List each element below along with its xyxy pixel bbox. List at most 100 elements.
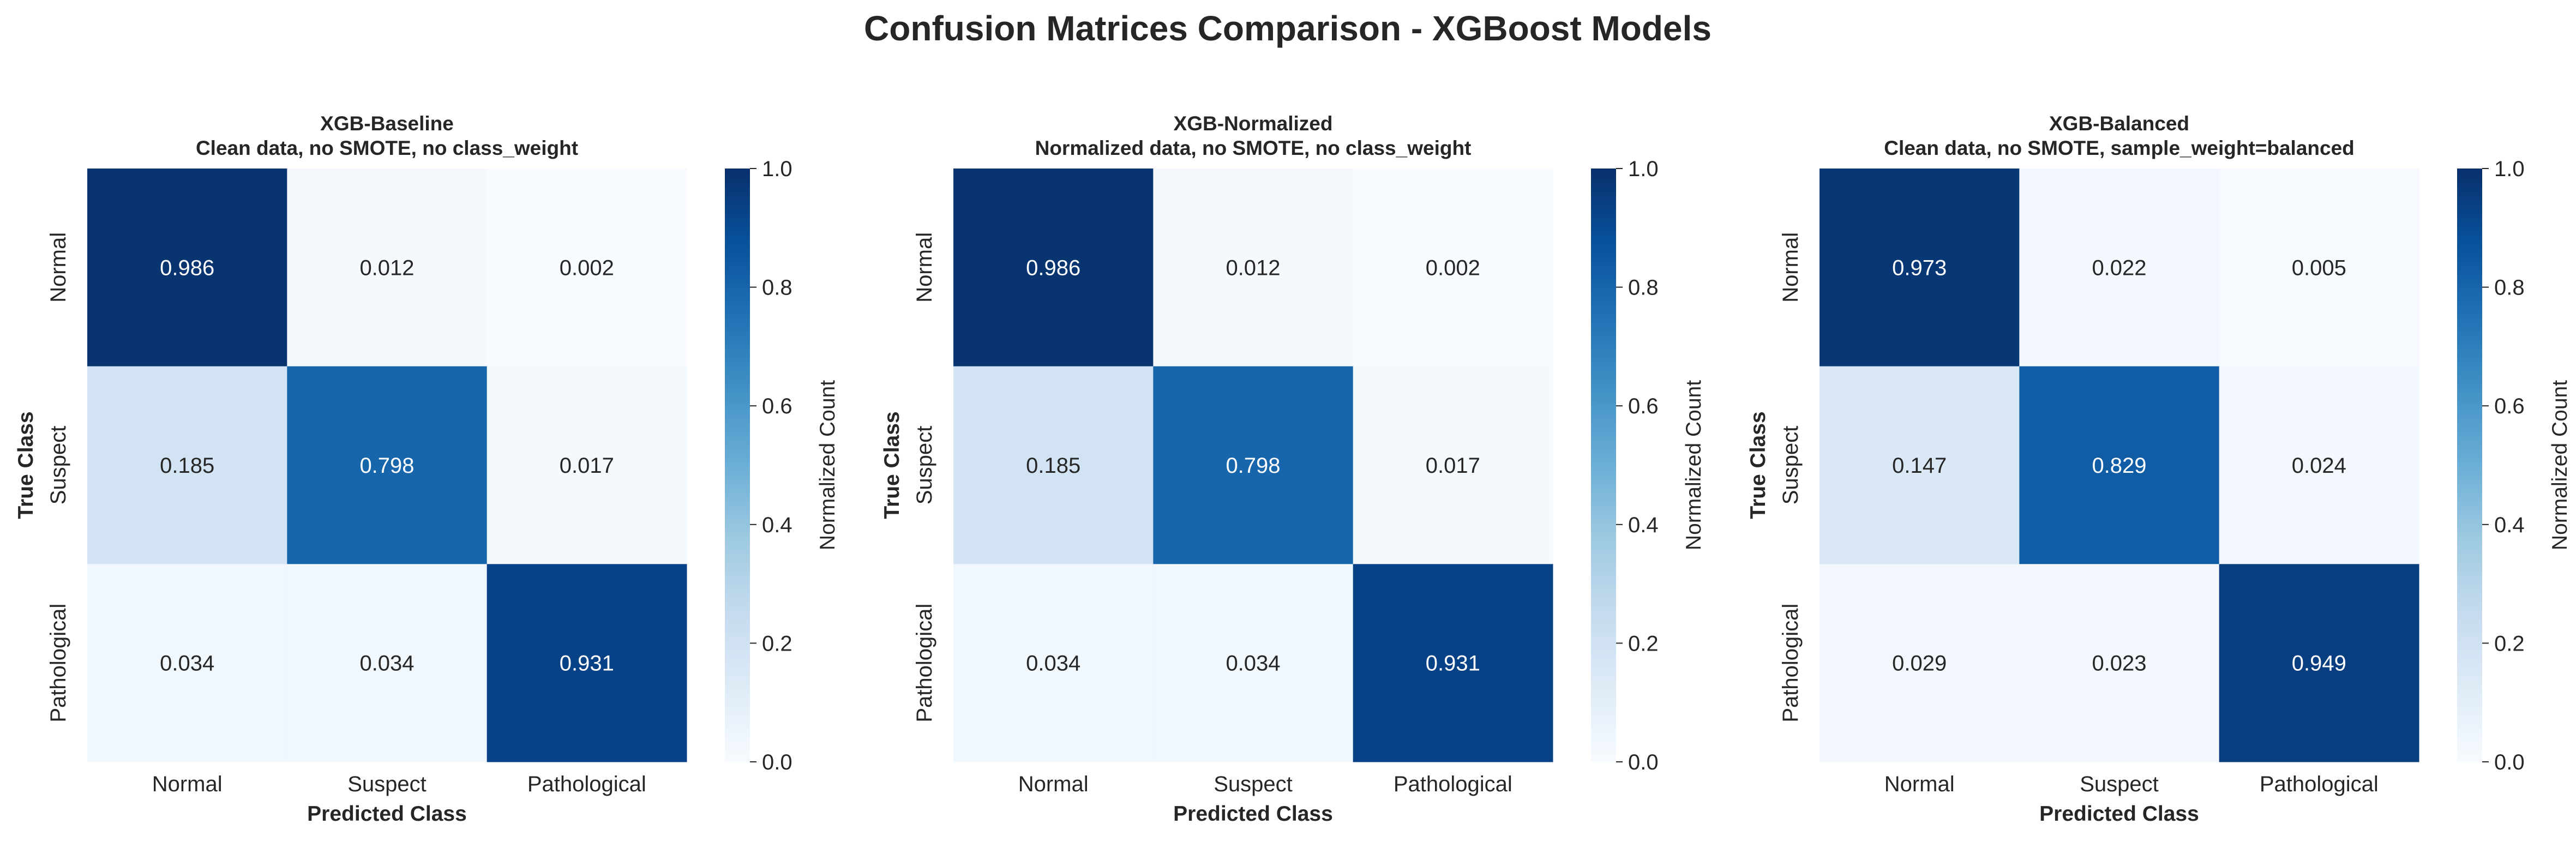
- panel-title: XGB-Normalized: [1174, 112, 1333, 135]
- colorbar: [2457, 169, 2482, 762]
- cell-value-label: 0.012: [1226, 256, 1280, 280]
- cell-0-0: [1820, 169, 2020, 367]
- colorbar-tick-label: 0.6: [2494, 394, 2525, 418]
- cell-value-label: 0.034: [359, 652, 414, 676]
- colorbar-tick-label: 1.0: [762, 157, 792, 181]
- y-tick-label: Suspect: [1779, 426, 1803, 505]
- colorbar-label: Normalized Count: [1682, 380, 1706, 550]
- x-tick-label: Normal: [1884, 772, 1955, 796]
- colorbar-tick-label: 0.2: [762, 632, 792, 655]
- y-axis-label: True Class: [1746, 411, 1770, 519]
- y-tick-label: Normal: [1779, 232, 1803, 303]
- colorbar-tick-label: 0.4: [1628, 513, 1659, 537]
- colorbar: [725, 169, 750, 762]
- cell-2-2: [2219, 564, 2419, 762]
- cell-0-1: [1153, 169, 1354, 367]
- y-tick-label: Suspect: [46, 426, 70, 505]
- figure-title: Confusion Matrices Comparison - XGBoost …: [864, 9, 1712, 48]
- cell-2-0: [1820, 564, 2020, 762]
- colorbar-tick-label: 0.0: [2494, 750, 2525, 774]
- colorbar-tick-label: 0.0: [1628, 750, 1659, 774]
- cell-0-1: [2019, 169, 2220, 367]
- cell-value-label: 0.931: [1426, 652, 1480, 676]
- cell-value-label: 0.986: [1026, 256, 1080, 280]
- cell-value-label: 0.034: [160, 652, 214, 676]
- cell-value-label: 0.973: [1892, 256, 1947, 280]
- cell-0-0: [953, 169, 1154, 367]
- cell-value-label: 0.185: [1026, 454, 1080, 478]
- cell-value-label: 0.005: [2292, 256, 2346, 280]
- cell-0-0: [87, 169, 287, 367]
- cell-value-label: 0.034: [1026, 652, 1080, 676]
- cell-value-label: 0.798: [359, 454, 414, 478]
- cell-1-2: [2219, 366, 2419, 564]
- colorbar-tick-label: 0.4: [762, 513, 792, 537]
- x-tick-label: Suspect: [347, 772, 427, 796]
- cell-2-2: [487, 564, 687, 762]
- x-tick-label: Pathological: [2260, 772, 2379, 796]
- colorbar-tick-label: 0.0: [762, 750, 792, 774]
- x-axis-label: Predicted Class: [307, 802, 467, 826]
- colorbar: [1591, 169, 1616, 762]
- cell-1-0: [87, 366, 287, 564]
- cell-value-label: 0.002: [1426, 256, 1480, 280]
- cell-0-1: [287, 169, 488, 367]
- colorbar-tick-label: 0.8: [762, 276, 792, 300]
- cell-value-label: 0.017: [1426, 454, 1480, 478]
- cell-1-0: [1820, 366, 2020, 564]
- panel-subtitle: Clean data, no SMOTE, no class_weight: [196, 137, 578, 159]
- y-axis-label: True Class: [880, 411, 904, 519]
- y-tick-label: Normal: [46, 232, 70, 303]
- panel-title: XGB-Baseline: [320, 112, 454, 135]
- cell-value-label: 0.147: [1892, 454, 1947, 478]
- cell-value-label: 0.023: [2092, 652, 2146, 676]
- colorbar-tick-label: 0.2: [1628, 632, 1659, 655]
- cell-value-label: 0.029: [1892, 652, 1947, 676]
- y-axis-label: True Class: [14, 411, 38, 519]
- cell-value-label: 0.024: [2292, 454, 2346, 478]
- cell-value-label: 0.829: [2092, 454, 2146, 478]
- cell-2-1: [287, 564, 488, 762]
- colorbar-tick-label: 0.2: [2494, 632, 2525, 655]
- cell-2-1: [1153, 564, 1354, 762]
- cell-1-2: [487, 366, 687, 564]
- x-tick-label: Suspect: [2080, 772, 2159, 796]
- colorbar-tick-label: 0.8: [2494, 276, 2525, 300]
- cell-value-label: 0.022: [2092, 256, 2146, 280]
- colorbar-tick-label: 1.0: [1628, 157, 1659, 181]
- cell-2-0: [953, 564, 1154, 762]
- cell-2-0: [87, 564, 287, 762]
- cell-2-2: [1353, 564, 1553, 762]
- cell-value-label: 0.798: [1226, 454, 1280, 478]
- cell-0-2: [487, 169, 687, 367]
- panel-subtitle: Clean data, no SMOTE, sample_weight=bala…: [1884, 137, 2355, 159]
- cell-value-label: 0.986: [160, 256, 214, 280]
- y-tick-label: Pathological: [46, 604, 70, 723]
- x-tick-label: Normal: [152, 772, 223, 796]
- panel-subtitle: Normalized data, no SMOTE, no class_weig…: [1035, 137, 1472, 159]
- cell-value-label: 0.949: [2292, 652, 2346, 676]
- cell-value-label: 0.012: [359, 256, 414, 280]
- colorbar-tick-label: 0.8: [1628, 276, 1659, 300]
- colorbar-tick-label: 0.4: [2494, 513, 2525, 537]
- x-tick-label: Normal: [1018, 772, 1089, 796]
- y-tick-label: Pathological: [912, 604, 936, 723]
- colorbar-label: Normalized Count: [2548, 380, 2572, 550]
- x-tick-label: Pathological: [1394, 772, 1512, 796]
- cell-value-label: 0.034: [1226, 652, 1280, 676]
- y-tick-label: Normal: [912, 232, 936, 303]
- cell-1-1: [2019, 366, 2220, 564]
- cell-1-2: [1353, 366, 1553, 564]
- colorbar-tick-label: 0.6: [1628, 394, 1659, 418]
- cell-2-1: [2019, 564, 2220, 762]
- x-tick-label: Suspect: [1214, 772, 1293, 796]
- x-axis-label: Predicted Class: [1173, 802, 1333, 826]
- cell-value-label: 0.931: [560, 652, 614, 676]
- colorbar-label: Normalized Count: [816, 380, 839, 550]
- cell-value-label: 0.002: [560, 256, 614, 280]
